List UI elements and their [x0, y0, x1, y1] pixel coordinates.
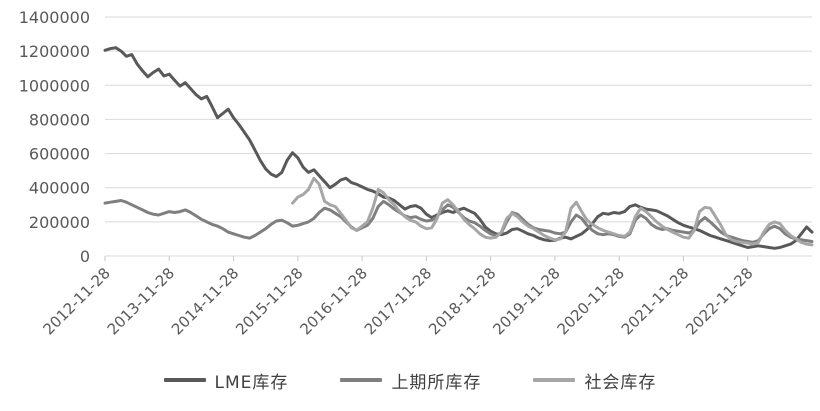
x-axis-tick-label: 2016-11-28 — [297, 264, 371, 338]
y-axis-tick-label: 0 — [80, 247, 90, 266]
series-line-社会库存 — [291, 176, 814, 247]
y-axis-tick-label: 1200000 — [19, 42, 90, 61]
x-axis-tick-label: 2021-11-28 — [618, 264, 692, 338]
legend-label-lme: LME库存 — [214, 372, 289, 393]
y-axis-tick-label: 800000 — [29, 110, 90, 129]
x-axis-tick-label: 2013-11-28 — [104, 264, 178, 338]
x-axis-tick-label: 2012-11-28 — [39, 264, 113, 338]
legend-label-shfe: 上期所库存 — [391, 372, 482, 393]
legend-item-shfe: 上期所库存 — [340, 368, 481, 393]
x-axis-tick-label: 2014-11-28 — [168, 264, 242, 338]
inventory-line-chart: 0 200000 400000 600000 800000 1000000 1200000 1… — [19, 8, 814, 338]
x-axis-tick-label: 2022-11-28 — [682, 264, 756, 338]
x-axis-tick-label: 2017-11-28 — [361, 264, 435, 338]
x-axis-tick-label: 2015-11-28 — [232, 264, 306, 338]
y-axis-tick-label: 1400000 — [19, 8, 90, 27]
y-axis-tick-label: 600000 — [29, 145, 90, 164]
legend-swatch-social — [533, 378, 576, 382]
legend-item-social: 社会库存 — [533, 368, 656, 393]
x-axis-tick-label: 2019-11-28 — [489, 264, 563, 338]
legend-label-social: 社会库存 — [584, 372, 657, 393]
y-axis-tick-label: 400000 — [29, 179, 90, 198]
legend-swatch-shfe — [340, 378, 383, 382]
y-axis-tick-label: 200000 — [29, 213, 90, 232]
y-axis-tick-label: 1000000 — [19, 76, 90, 95]
legend-item-lme: LME库存 — [163, 368, 289, 393]
x-axis-tick-label: 2018-11-28 — [425, 264, 499, 338]
x-axis-tick-label: 2020-11-28 — [554, 264, 628, 338]
legend-swatch-lme — [163, 378, 206, 382]
chart-legend: LME库存 上期所库存 社会库存 — [0, 360, 820, 400]
